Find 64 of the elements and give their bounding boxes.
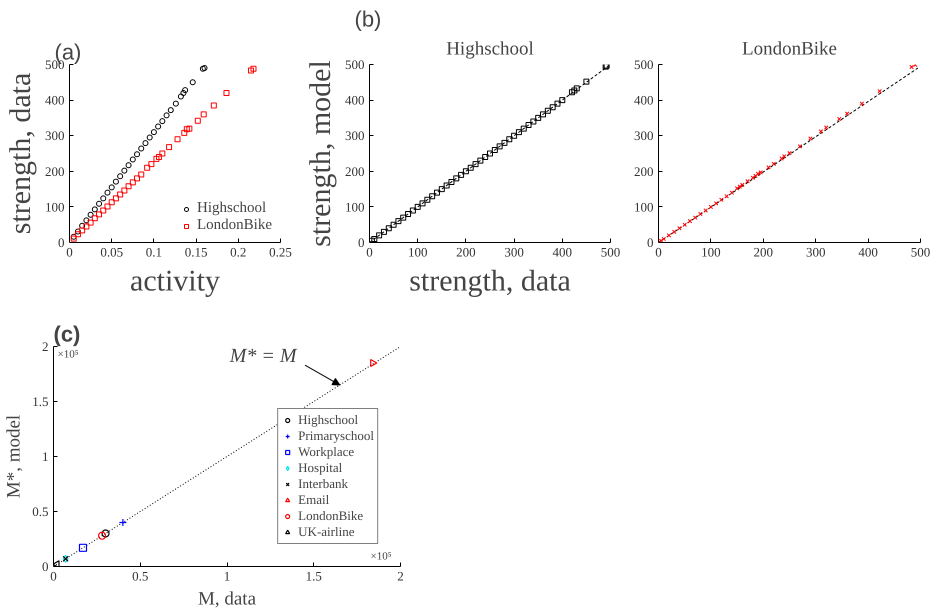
y-tick-label: 500: [345, 57, 364, 72]
x-tick-label: 0.15: [184, 244, 208, 260]
legend-label: Hospital: [298, 460, 342, 476]
legend-label: Highschool: [197, 200, 266, 217]
chart-title: LondonBike: [742, 38, 838, 60]
x-tick-label: 500: [910, 244, 930, 260]
legend-label: UK-airline: [298, 524, 354, 540]
annotation: ×10⁵: [58, 348, 79, 360]
x-tick-label: 200: [754, 244, 774, 260]
y-tick-label: 0: [647, 235, 654, 250]
x-tick-label: 100: [408, 244, 428, 260]
y-tick-label: 100: [634, 199, 654, 214]
y-tick-label: 200: [345, 164, 364, 179]
y-tick-label: 400: [45, 92, 64, 108]
legend-label: Workplace: [298, 444, 354, 460]
annotation: M* = M: [228, 345, 298, 367]
y-tick-label: 300: [45, 128, 64, 144]
y-axis-title: strength, model: [304, 60, 337, 247]
y-tick-label: 400: [634, 92, 654, 108]
x-tick-label: 300: [504, 244, 524, 260]
x-tick-label: 200: [456, 244, 476, 260]
legend-label: LondonBike: [197, 217, 272, 234]
x-tick-label: 500: [600, 244, 620, 260]
y-tick-label: 300: [345, 128, 364, 144]
y-tick-label: 400: [345, 92, 364, 108]
x-axis-title: activity: [130, 264, 220, 298]
x-tick-label: 300: [806, 244, 826, 260]
text: (b): [354, 6, 382, 32]
x-tick-label: 2: [397, 568, 404, 584]
legend-label: Email: [298, 492, 330, 508]
y-tick-label: 2: [42, 339, 48, 354]
x-tick-label: 0.2: [230, 244, 246, 260]
annotation: ×10⁵: [370, 550, 392, 562]
y-tick-label: 0: [358, 235, 364, 250]
y-tick-label: 300: [634, 128, 654, 144]
y-tick-label: 100: [45, 199, 64, 214]
x-tick-label: 400: [552, 244, 572, 260]
annotation: (c): [54, 322, 80, 346]
legend-label: Highschool: [298, 412, 358, 428]
x-tick-label: 0.5: [132, 568, 148, 584]
x-tick-label: 1: [224, 568, 230, 584]
y-tick-label: 500: [634, 57, 654, 72]
y-axis-title: strength, data: [4, 72, 37, 234]
legend-label: Primaryschool: [298, 428, 374, 444]
x-tick-label: 100: [701, 244, 721, 260]
y-tick-label: 100: [345, 199, 364, 214]
x-tick-label: 0.25: [269, 244, 292, 260]
x-tick-label: 1.5: [306, 568, 322, 584]
x-tick-label: 0.1: [146, 244, 162, 260]
y-axis-title: M*, model: [3, 414, 24, 498]
y-tick-label: 1.5: [32, 394, 48, 409]
x-tick-label: 0.05: [100, 244, 124, 260]
x-axis-title: M, data: [198, 588, 257, 610]
legend-label: LondonBike: [298, 508, 364, 524]
x-axis-title: strength, data: [409, 264, 571, 298]
legend-label: Interbank: [298, 476, 348, 492]
y-tick-label: 0: [58, 235, 64, 250]
chart-title: Highschool: [446, 38, 534, 60]
y-tick-label: 0.5: [32, 504, 48, 519]
y-tick-label: 1: [42, 449, 48, 464]
y-tick-label: 200: [45, 164, 64, 179]
y-tick-label: 200: [634, 164, 654, 179]
y-tick-label: 0: [42, 559, 48, 574]
x-tick-label: 400: [858, 244, 878, 260]
